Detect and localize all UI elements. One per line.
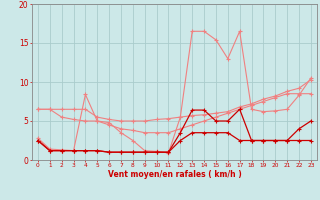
X-axis label: Vent moyen/en rafales ( km/h ): Vent moyen/en rafales ( km/h ) (108, 170, 241, 179)
